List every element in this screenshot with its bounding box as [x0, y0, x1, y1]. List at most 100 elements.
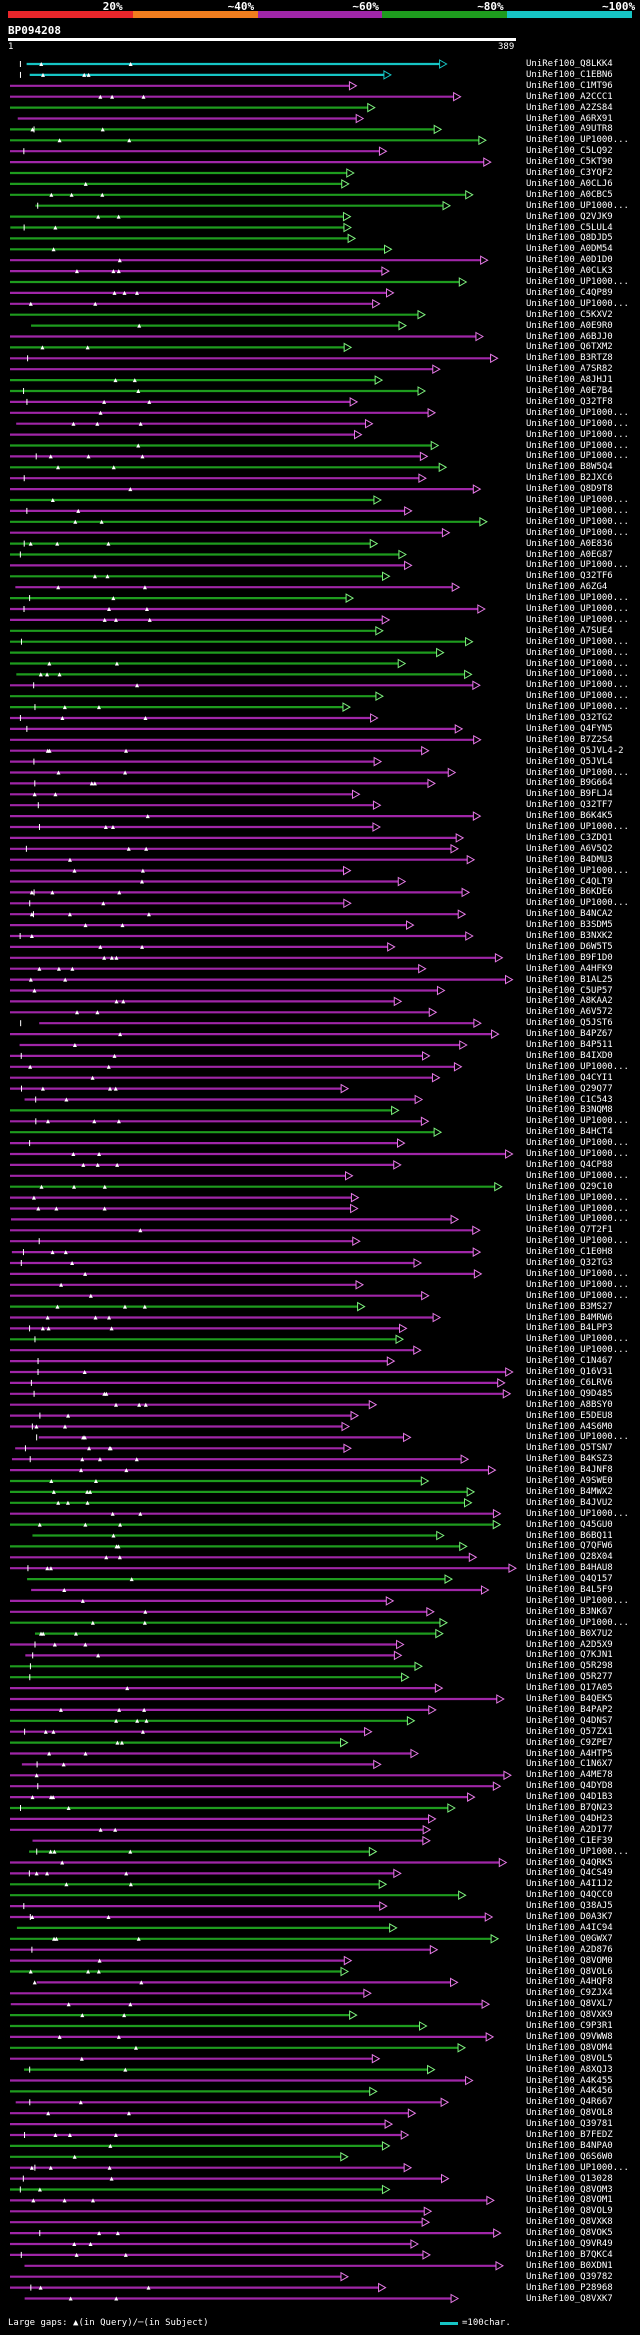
hit-name[interactable]: UniRef100_Q4CS49: [526, 1868, 613, 1879]
hit-name[interactable]: UniRef100_B7FEDZ: [526, 2130, 613, 2140]
hit-name[interactable]: UniRef100_Q8VOM1: [526, 2195, 613, 2206]
hit-name[interactable]: UniRef100_Q38AJ5: [526, 1901, 613, 1912]
hit-name[interactable]: UniRef100_A6RX91: [526, 113, 613, 124]
hit-name[interactable]: UniRef100_Q5JST6: [526, 1018, 613, 1029]
hit-name[interactable]: UniRef100_Q8VOM3: [526, 2184, 613, 2195]
hit-name[interactable]: UniRef100_A4K456: [526, 2086, 613, 2097]
hit-name[interactable]: UniRef100_UP1000...: [526, 1268, 629, 1279]
hit-name[interactable]: UniRef100_UP1000...: [526, 1508, 629, 1519]
hit-name[interactable]: UniRef100_A0E836: [526, 538, 613, 549]
hit-name[interactable]: UniRef100_UP1000...: [526, 440, 629, 451]
hit-name[interactable]: UniRef100_A0E9R0: [526, 320, 613, 331]
hit-name[interactable]: UniRef100_Q8VOL6: [526, 1966, 613, 1977]
hit-name[interactable]: UniRef100_A4S6M0: [526, 1421, 613, 1432]
hit-name[interactable]: UniRef100_B4NCA2: [526, 909, 613, 920]
hit-name[interactable]: UniRef100_C6LRV6: [526, 1377, 613, 1388]
hit-name[interactable]: UniRef100_A0E7B4: [526, 386, 613, 396]
hit-name[interactable]: UniRef100_UP1000...: [526, 277, 629, 287]
hit-name[interactable]: UniRef100_UP1000...: [526, 1149, 629, 1159]
hit-name[interactable]: UniRef100_B4KSZ3: [526, 1454, 613, 1465]
hit-name[interactable]: UniRef100_A0CLJ6: [526, 178, 613, 189]
hit-name[interactable]: UniRef100_C1N6X7: [526, 1759, 613, 1770]
hit-name[interactable]: UniRef100_A4I1J2: [526, 1879, 613, 1890]
hit-name[interactable]: UniRef100_A8JHJ1: [526, 375, 613, 386]
hit-name[interactable]: UniRef100_A0CLK3: [526, 266, 613, 277]
hit-name[interactable]: UniRef100_UP1000...: [526, 593, 629, 604]
hit-name[interactable]: UniRef100_Q9VR49: [526, 2239, 613, 2249]
hit-name[interactable]: UniRef100_Q13028: [526, 2173, 613, 2184]
hit-name[interactable]: UniRef100_A6BJJ0: [526, 331, 613, 342]
hit-name[interactable]: UniRef100_Q4DNS7: [526, 1715, 613, 1726]
hit-name[interactable]: UniRef100_Q39782: [526, 2271, 613, 2282]
hit-name[interactable]: UniRef100_Q8VOL8: [526, 2108, 613, 2119]
hit-name[interactable]: UniRef100_Q32TG2: [526, 713, 613, 723]
hit-name[interactable]: UniRef100_B3RTZ8: [526, 353, 613, 364]
hit-name[interactable]: UniRef100_C4QLT9: [526, 876, 613, 887]
hit-name[interactable]: UniRef100_UP1000...: [526, 680, 629, 691]
hit-name[interactable]: UniRef100_Q8VXK8: [526, 2217, 613, 2228]
hit-name[interactable]: UniRef100_C1MT96: [526, 80, 613, 91]
hit-name[interactable]: UniRef100_B4PZ67: [526, 1029, 613, 1040]
hit-name[interactable]: UniRef100_A6ZG4: [526, 582, 608, 593]
hit-name[interactable]: UniRef100_B4DMU3: [526, 854, 613, 865]
hit-name[interactable]: UniRef100_Q4DYD8: [526, 1781, 613, 1792]
hit-name[interactable]: UniRef100_C1C543: [526, 1094, 613, 1105]
hit-name[interactable]: UniRef100_UP1000...: [526, 865, 629, 876]
hit-name[interactable]: UniRef100_A0EG87: [526, 549, 613, 560]
hit-name[interactable]: UniRef100_Q7KJN1: [526, 1650, 613, 1661]
hit-name[interactable]: UniRef100_Q9VWW8: [526, 2031, 613, 2042]
hit-name[interactable]: UniRef100_A7SR82: [526, 364, 613, 375]
hit-name[interactable]: UniRef100_A0D1D0: [526, 255, 613, 266]
hit-name[interactable]: UniRef100_C1E0H8: [526, 1247, 613, 1258]
hit-name[interactable]: UniRef100_B6K4K5: [526, 811, 613, 822]
hit-name[interactable]: UniRef100_A0DM54: [526, 244, 613, 255]
hit-name[interactable]: UniRef100_Q7QFW6: [526, 1541, 613, 1552]
hit-name[interactable]: UniRef100_Q6TXM2: [526, 342, 613, 353]
hit-name[interactable]: UniRef100_A4ME78: [526, 1770, 613, 1781]
hit-name[interactable]: UniRef100_UP1000...: [526, 135, 629, 146]
hit-name[interactable]: UniRef100_Q8D9T8: [526, 484, 613, 495]
hit-name[interactable]: UniRef100_P28968: [526, 2282, 613, 2293]
hit-name[interactable]: UniRef100_A4HTP5: [526, 1748, 613, 1759]
hit-name[interactable]: UniRef100_UP1000...: [526, 1279, 629, 1290]
hit-name[interactable]: UniRef100_Q57ZX1: [526, 1726, 613, 1737]
hit-name[interactable]: UniRef100_C5KT90: [526, 157, 613, 168]
hit-name[interactable]: UniRef100_C3YQF2: [526, 168, 613, 178]
hit-name[interactable]: UniRef100_B6KDE6: [526, 887, 613, 898]
hit-name[interactable]: UniRef100_B8W5Q4: [526, 462, 613, 473]
hit-name[interactable]: UniRef100_A8XQJ3: [526, 2064, 613, 2075]
hit-name[interactable]: UniRef100_Q0GWX7: [526, 1933, 613, 1944]
hit-name[interactable]: UniRef100_Q4CYI1: [526, 1072, 613, 1083]
hit-name[interactable]: UniRef100_A0CBC5: [526, 189, 613, 200]
hit-name[interactable]: UniRef100_A6V5Q2: [526, 843, 613, 854]
hit-name[interactable]: UniRef100_D6W5T5: [526, 941, 613, 952]
hit-name[interactable]: UniRef100_A9UTR8: [526, 124, 613, 135]
hit-name[interactable]: UniRef100_B4MWX2: [526, 1486, 613, 1497]
hit-name[interactable]: UniRef100_UP1000...: [526, 2162, 629, 2173]
hit-name[interactable]: UniRef100_Q32TG3: [526, 1258, 613, 1268]
hit-name[interactable]: UniRef100_D0A3K7: [526, 1912, 613, 1922]
hit-name[interactable]: UniRef100_Q4QRK5: [526, 1857, 613, 1868]
hit-name[interactable]: UniRef100_Q4DH23: [526, 1813, 613, 1824]
hit-name[interactable]: UniRef100_Q29Q77: [526, 1083, 613, 1094]
hit-name[interactable]: UniRef100_Q8DJD5: [526, 233, 613, 244]
hit-name[interactable]: UniRef100_B4L5F9: [526, 1585, 613, 1595]
hit-name[interactable]: UniRef100_A2CCC1: [526, 91, 613, 102]
hit-name[interactable]: UniRef100_Q32TF7: [526, 800, 613, 811]
hit-name[interactable]: UniRef100_UP1000...: [526, 669, 629, 680]
hit-name[interactable]: UniRef100_Q5R298: [526, 1661, 613, 1672]
hit-name[interactable]: UniRef100_Q8VOL5: [526, 2053, 613, 2064]
hit-name[interactable]: UniRef100_C5KXV2: [526, 309, 613, 320]
hit-name[interactable]: UniRef100_Q8VOL9: [526, 2206, 613, 2217]
hit-name[interactable]: UniRef100_UP1000...: [526, 702, 629, 713]
hit-name[interactable]: UniRef100_Q4FYN5: [526, 723, 613, 734]
hit-name[interactable]: UniRef100_UP1000...: [526, 1203, 629, 1214]
hit-name[interactable]: UniRef100_C5LUL4: [526, 222, 613, 233]
hit-name[interactable]: UniRef100_Q8LKK4: [526, 59, 613, 69]
hit-name[interactable]: UniRef100_B4IXD0: [526, 1050, 613, 1061]
hit-name[interactable]: UniRef100_UP1000...: [526, 429, 629, 440]
hit-name[interactable]: UniRef100_B7QN23: [526, 1803, 613, 1813]
hit-name[interactable]: UniRef100_B4MRW6: [526, 1312, 613, 1323]
hit-name[interactable]: UniRef100_B4JVU2: [526, 1497, 613, 1508]
hit-name[interactable]: UniRef100_A8BSY0: [526, 1399, 613, 1410]
